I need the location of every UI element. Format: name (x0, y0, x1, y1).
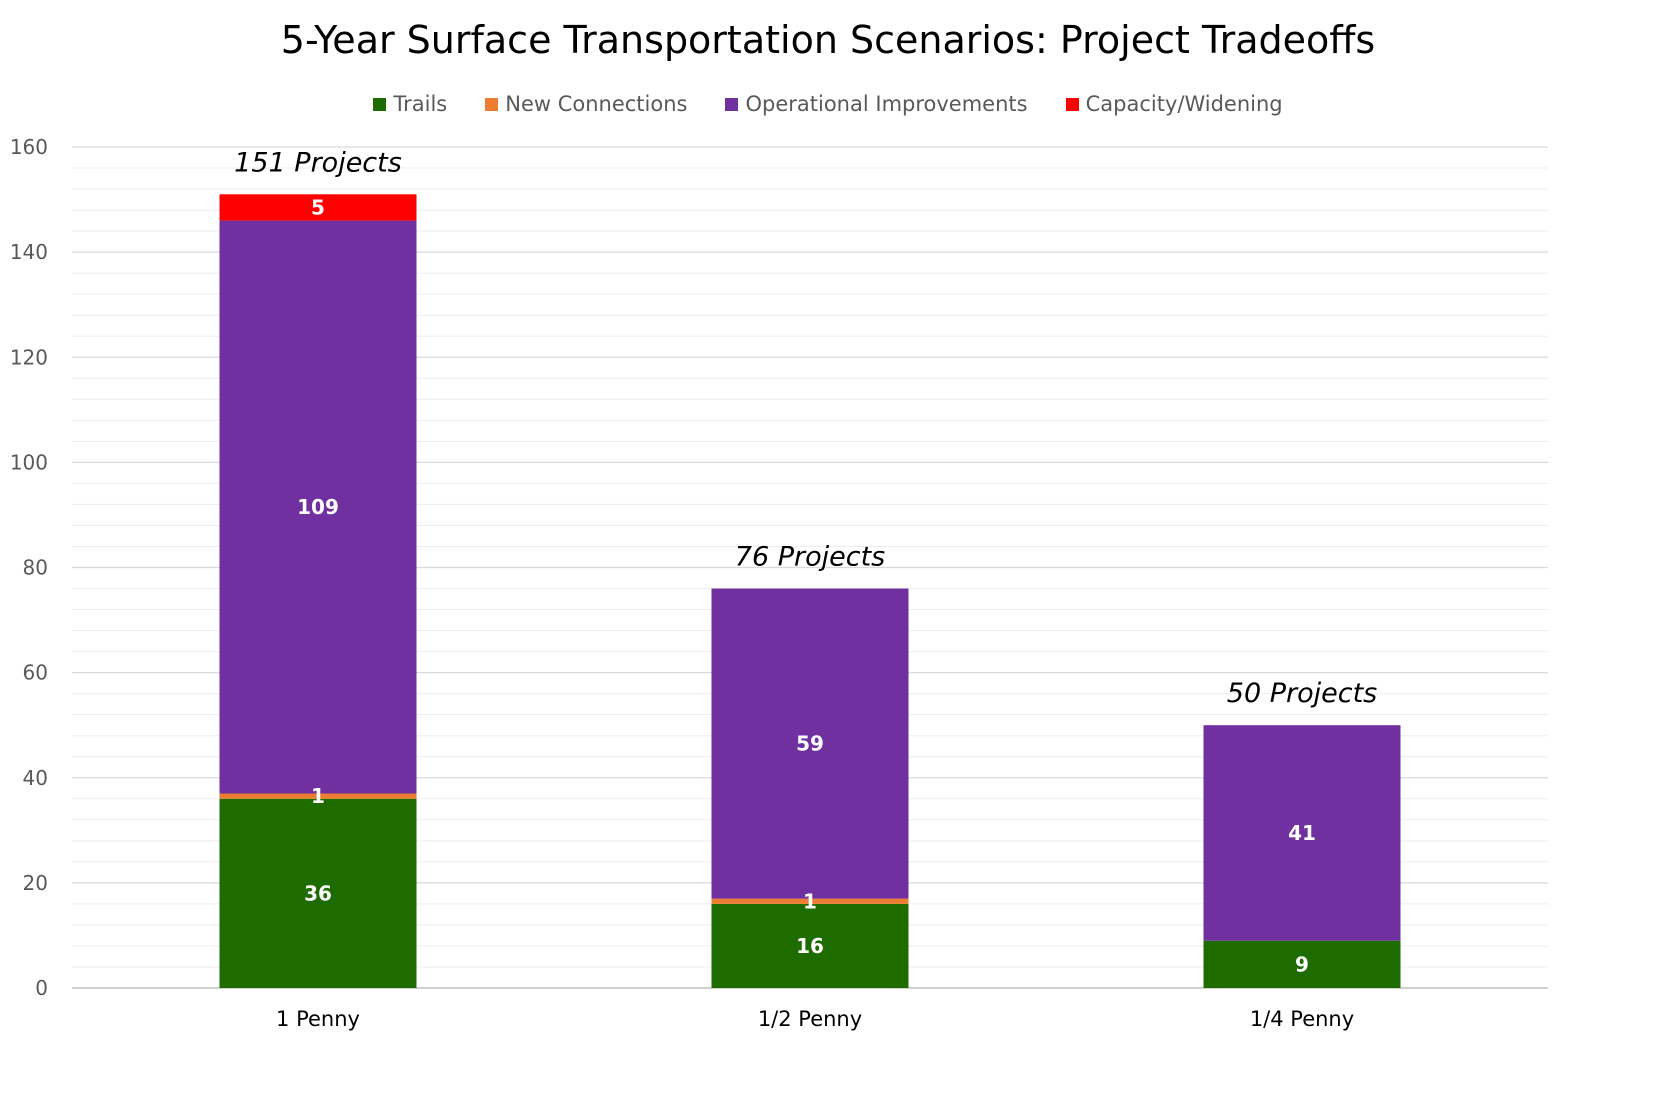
legend-item-capacity-widening: Capacity/Widening (1065, 92, 1283, 116)
y-tick-label: 20 (23, 871, 48, 895)
data-label: 1 (311, 784, 325, 808)
data-labels: 36 1 109 5 151 Projects 16 1 59 76 Projects 9 41 50… (234, 147, 1377, 976)
x-category-label: 1/2 Penny (758, 1007, 862, 1031)
y-tick-label: 120 (10, 345, 48, 369)
bar-segment-trails (1203, 940, 1401, 988)
bar-segment-operational-improvements (1203, 725, 1401, 941)
data-label: 9 (1295, 952, 1309, 976)
legend: Trails New Connections Operational Impro… (0, 92, 1656, 116)
legend-swatch-new-connections (485, 97, 499, 111)
legend-label-capacity-widening: Capacity/Widening (1085, 92, 1283, 116)
data-label: 1 (803, 889, 817, 913)
data-label: 109 (297, 495, 339, 519)
bar-segment-trails (219, 798, 417, 988)
legend-label-trails: Trails (393, 92, 448, 116)
data-label: 36 (304, 881, 332, 905)
y-tick-label: 80 (23, 556, 48, 580)
legend-swatch-trails (373, 97, 387, 111)
legend-item-new-connections: New Connections (485, 92, 687, 116)
bar-segment-trails (711, 903, 909, 988)
data-label: 41 (1288, 821, 1316, 845)
x-category-label: 1 Penny (276, 1007, 360, 1031)
bars (219, 194, 1401, 988)
y-tick-label: 160 (10, 135, 48, 159)
y-tick-label: 100 (10, 450, 48, 474)
bar-segment-operational-improvements (219, 220, 417, 794)
y-tick-label: 60 (23, 661, 48, 685)
bar-segment-operational-improvements (711, 588, 909, 899)
x-axis: 1 Penny 1/2 Penny 1/4 Penny (276, 1007, 1354, 1031)
total-label: 50 Projects (1227, 678, 1377, 709)
data-label: 5 (311, 195, 325, 219)
legend-label-operational-improvements: Operational Improvements (745, 92, 1028, 116)
legend-swatch-operational-improvements (725, 97, 739, 111)
bar-segment-new-connections (219, 793, 417, 799)
legend-item-trails: Trails (373, 92, 447, 116)
x-category-label: 1/4 Penny (1250, 1007, 1354, 1031)
y-tick-label: 40 (23, 766, 48, 790)
y-tick-label: 140 (10, 240, 48, 264)
bar-segment-new-connections (711, 898, 909, 904)
y-tick-label: 0 (35, 976, 48, 1000)
y-axis: 0 20 40 60 80 100 120 140 160 (10, 135, 48, 1000)
legend-label-new-connections: New Connections (505, 92, 688, 116)
total-label: 151 Projects (234, 147, 402, 178)
chart-title: 5-Year Surface Transportation Scenarios:… (280, 18, 1376, 62)
data-label: 59 (796, 732, 824, 756)
data-label: 16 (796, 934, 824, 958)
total-label: 76 Projects (735, 542, 885, 573)
legend-swatch-capacity-widening (1065, 97, 1079, 111)
bar-segment-capacity-widening (219, 194, 417, 221)
legend-item-operational-improvements: Operational Improvements (725, 92, 1028, 116)
